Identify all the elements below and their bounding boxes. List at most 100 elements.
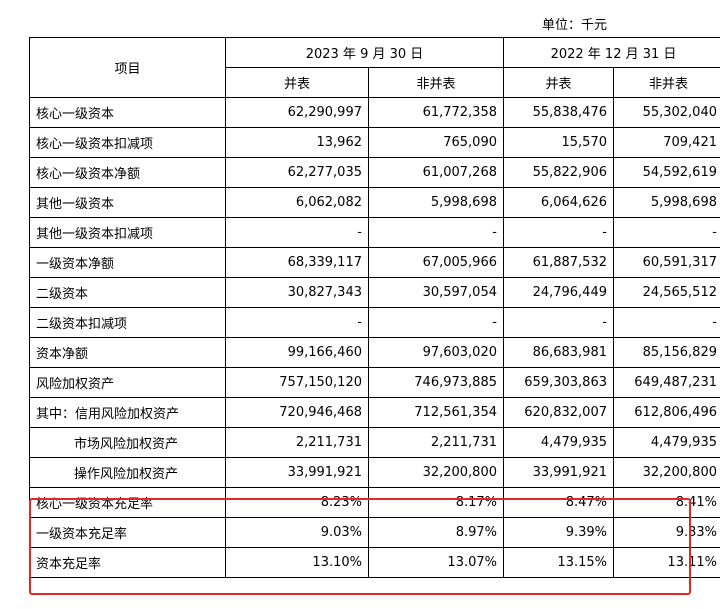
row-label: 资本净额 (29, 337, 226, 368)
cell-value: 620,832,007 (503, 397, 614, 428)
table-row: 市场风险加权资产 2,211,731 2,211,731 4,479,935 4… (29, 427, 720, 458)
cell-value: - (503, 307, 614, 338)
table-row: 资本充足率 13.10% 13.07% 13.15% 13.11% (29, 547, 720, 578)
cell-value: 15,570 (503, 127, 614, 158)
cell-value: 85,156,829 (613, 337, 720, 368)
cell-value: - (225, 217, 369, 248)
cell-value: 5,998,698 (368, 187, 504, 218)
cell-value: 765,090 (368, 127, 504, 158)
header-consolidated-2022: 并表 (503, 67, 614, 98)
cell-value: 709,421 (613, 127, 720, 158)
table-row: 资本净额 99,166,460 97,603,020 86,683,981 85… (29, 337, 720, 368)
row-label: 市场风险加权资产 (29, 427, 226, 458)
cell-value: 33,991,921 (225, 457, 369, 488)
row-label: 核心一级资本充足率 (29, 487, 226, 518)
cell-value: 649,487,231 (613, 367, 720, 398)
cell-value: 55,838,476 (503, 97, 614, 128)
cell-value: - (503, 217, 614, 248)
table-body: 核心一级资本 62,290,997 61,772,358 55,838,476 … (29, 97, 720, 578)
row-label: 核心一级资本净额 (29, 157, 226, 188)
row-label: 风险加权资产 (29, 367, 226, 398)
cell-value: 13.11% (613, 547, 720, 578)
cell-value: 8.41% (613, 487, 720, 518)
cell-value: 32,200,800 (368, 457, 504, 488)
cell-value: 9.03% (225, 517, 369, 548)
cell-value: 68,339,117 (225, 247, 369, 278)
cell-value: 54,592,619 (613, 157, 720, 188)
row-label: 其他一级资本扣减项 (29, 217, 226, 248)
cell-value: 8.23% (225, 487, 369, 518)
cell-value: 33,991,921 (503, 457, 614, 488)
cell-value: 712,561,354 (368, 397, 504, 428)
cell-value: 97,603,020 (368, 337, 504, 368)
row-label: 二级资本 (29, 277, 226, 308)
row-label: 资本充足率 (29, 547, 226, 578)
cell-value: 6,062,082 (225, 187, 369, 218)
table-row: 核心一级资本 62,290,997 61,772,358 55,838,476 … (29, 97, 720, 128)
header-consolidated-2023: 并表 (225, 67, 369, 98)
row-label: 其中：信用风险加权资产 (29, 397, 226, 428)
cell-value: 60,591,317 (613, 247, 720, 278)
cell-value: 5,998,698 (613, 187, 720, 218)
cell-value: 13,962 (225, 127, 369, 158)
row-label: 一级资本净额 (29, 247, 226, 278)
cell-value: 61,007,268 (368, 157, 504, 188)
cell-value: - (225, 307, 369, 338)
table-row: 一级资本充足率 9.03% 8.97% 9.39% 9.33% (29, 517, 720, 548)
cell-value: 612,806,496 (613, 397, 720, 428)
row-label: 核心一级资本扣减项 (29, 127, 226, 158)
row-label: 一级资本充足率 (29, 517, 226, 548)
header-period-2022: 2022 年 12 月 31 日 (503, 37, 720, 68)
table-row: 核心一级资本净额 62,277,035 61,007,268 55,822,90… (29, 157, 720, 188)
table-row: 核心一级资本充足率 8.23% 8.17% 8.47% 8.41% (29, 487, 720, 518)
cell-value: 55,822,906 (503, 157, 614, 188)
header-period-2023: 2023 年 9 月 30 日 (225, 37, 504, 68)
cell-value: 62,277,035 (225, 157, 369, 188)
row-label: 其他一级资本 (29, 187, 226, 218)
cell-value: 55,302,040 (613, 97, 720, 128)
unit-label: 单位：千元 (542, 18, 608, 33)
cell-value: 720,946,468 (225, 397, 369, 428)
table-row: 其他一级资本 6,062,082 5,998,698 6,064,626 5,9… (29, 187, 720, 218)
table-row: 操作风险加权资产 33,991,921 32,200,800 33,991,92… (29, 457, 720, 488)
cell-value: 6,064,626 (503, 187, 614, 218)
cell-value: - (368, 217, 504, 248)
table-row: 二级资本扣减项 - - - - (29, 307, 720, 338)
cell-value: 4,479,935 (503, 427, 614, 458)
cell-value: 67,005,966 (368, 247, 504, 278)
cell-value: 4,479,935 (613, 427, 720, 458)
cell-value: - (368, 307, 504, 338)
cell-value: - (613, 307, 720, 338)
cell-value: 8.97% (368, 517, 504, 548)
cell-value: 24,796,449 (503, 277, 614, 308)
table-row: 其他一级资本扣减项 - - - - (29, 217, 720, 248)
cell-value: 757,150,120 (225, 367, 369, 398)
cell-value: 99,166,460 (225, 337, 369, 368)
cell-value: 61,887,532 (503, 247, 614, 278)
cell-value: 2,211,731 (368, 427, 504, 458)
capital-adequacy-table: 项目 2023 年 9 月 30 日 2022 年 12 月 31 日 并表 非… (29, 37, 720, 578)
header-nonconsolidated-2022: 非并表 (613, 67, 720, 98)
cell-value: 659,303,863 (503, 367, 614, 398)
table-row: 二级资本 30,827,343 30,597,054 24,796,449 24… (29, 277, 720, 308)
row-label: 核心一级资本 (29, 97, 226, 128)
cell-value: 2,211,731 (225, 427, 369, 458)
header-item: 项目 (29, 37, 226, 98)
row-label: 二级资本扣减项 (29, 307, 226, 338)
cell-value: 746,973,885 (368, 367, 504, 398)
cell-value: - (613, 217, 720, 248)
cell-value: 62,290,997 (225, 97, 369, 128)
cell-value: 9.33% (613, 517, 720, 548)
table-row: 其中：信用风险加权资产 720,946,468 712,561,354 620,… (29, 397, 720, 428)
cell-value: 30,597,054 (368, 277, 504, 308)
table-header: 项目 2023 年 9 月 30 日 2022 年 12 月 31 日 并表 非… (29, 37, 720, 98)
table-row: 一级资本净额 68,339,117 67,005,966 61,887,532 … (29, 247, 720, 278)
header-nonconsolidated-2023: 非并表 (368, 67, 504, 98)
cell-value: 8.17% (368, 487, 504, 518)
cell-value: 32,200,800 (613, 457, 720, 488)
cell-value: 86,683,981 (503, 337, 614, 368)
cell-value: 13.10% (225, 547, 369, 578)
table-row: 核心一级资本扣减项 13,962 765,090 15,570 709,421 (29, 127, 720, 158)
cell-value: 9.39% (503, 517, 614, 548)
row-label: 操作风险加权资产 (29, 457, 226, 488)
